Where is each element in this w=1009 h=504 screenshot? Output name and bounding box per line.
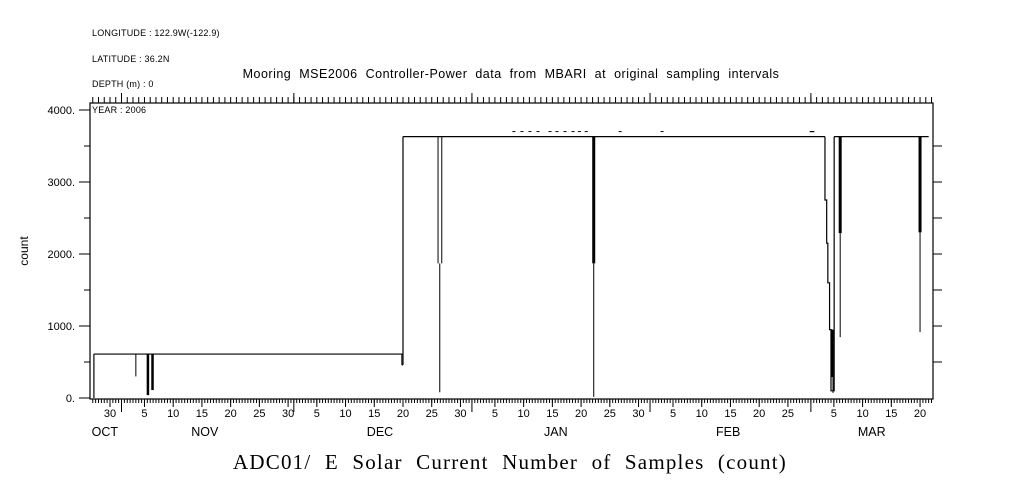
x-tick-label: 20 xyxy=(914,408,926,420)
x-tick-label: 5 xyxy=(141,408,147,420)
x-tick-label: 10 xyxy=(696,408,708,420)
month-label: MAR xyxy=(858,425,886,439)
metadata-year: YEAR : 2006 xyxy=(92,104,147,115)
x-tick-label: 25 xyxy=(782,408,794,420)
x-tick-label: 10 xyxy=(856,408,868,420)
month-label: DEC xyxy=(367,425,393,439)
x-tick-label: 25 xyxy=(604,408,616,420)
y-tick-label: 1000. xyxy=(47,321,75,333)
x-tick-label: 10 xyxy=(167,408,179,420)
data-trace xyxy=(93,131,929,398)
x-tick-label: 10 xyxy=(339,408,351,420)
plot-frame xyxy=(89,102,934,400)
x-tick-label: 15 xyxy=(546,408,558,420)
metadata-block: LONGITUDE : 122.9W(-122.9) LATITUDE : 36… xyxy=(92,12,220,131)
month-label: OCT xyxy=(92,425,119,439)
x-tick-label: 5 xyxy=(670,408,676,420)
month-label: NOV xyxy=(191,425,219,439)
x-tick-label: 20 xyxy=(397,408,409,420)
x-axis-top xyxy=(92,93,933,103)
x-tick-label: 20 xyxy=(575,408,587,420)
month-label: JAN xyxy=(544,425,568,439)
x-tick-label: 15 xyxy=(196,408,208,420)
x-tick-label: 30 xyxy=(454,408,466,420)
month-labels: OCT NOV DEC JAN FEB MAR xyxy=(92,425,886,439)
x-tick-label: 30 xyxy=(632,408,644,420)
month-label: FEB xyxy=(716,425,740,439)
x-tick-label: 10 xyxy=(518,408,530,420)
metadata-latitude: LATITUDE : 36.2N xyxy=(92,53,170,64)
y-axis-title: count xyxy=(17,236,31,266)
x-tick-label: 30 xyxy=(282,408,294,420)
staircase-dropout xyxy=(824,136,835,392)
y-tick-label: 0. xyxy=(66,393,75,405)
y-axis-right xyxy=(933,145,942,363)
y-tick-label: 4000. xyxy=(47,105,75,117)
x-tick-label: 25 xyxy=(426,408,438,420)
x-tick-label: 5 xyxy=(831,408,837,420)
x-tick-label: 5 xyxy=(492,408,498,420)
x-tick-label: 30 xyxy=(104,408,116,420)
x-tick-label: 15 xyxy=(885,408,897,420)
x-axis-bottom: 30 5 10 15 20 25 30 5 10 15 20 25 30 5 10 15 20 25 30 5 10 15… xyxy=(92,399,933,420)
x-tick-label: 20 xyxy=(225,408,237,420)
y-tick-label: 3000. xyxy=(47,177,75,189)
y-tick-label: 2000. xyxy=(47,249,75,261)
x-tick-label: 5 xyxy=(314,408,320,420)
axis-title-bottom: ADC01/ E Solar Current Number of Samples… xyxy=(233,450,787,474)
y-axis-left: 4000. 3000. 2000. 1000. 0. xyxy=(47,105,90,405)
x-tick-label: 25 xyxy=(253,408,265,420)
x-tick-label: 20 xyxy=(753,408,765,420)
metadata-depth: DEPTH (m) : 0 xyxy=(92,79,154,89)
x-tick-label: 15 xyxy=(724,408,736,420)
chart-title: Mooring MSE2006 Controller-Power data fr… xyxy=(242,67,780,81)
x-tick-label: 15 xyxy=(368,408,380,420)
metadata-longitude: LONGITUDE : 122.9W(-122.9) xyxy=(92,28,220,38)
